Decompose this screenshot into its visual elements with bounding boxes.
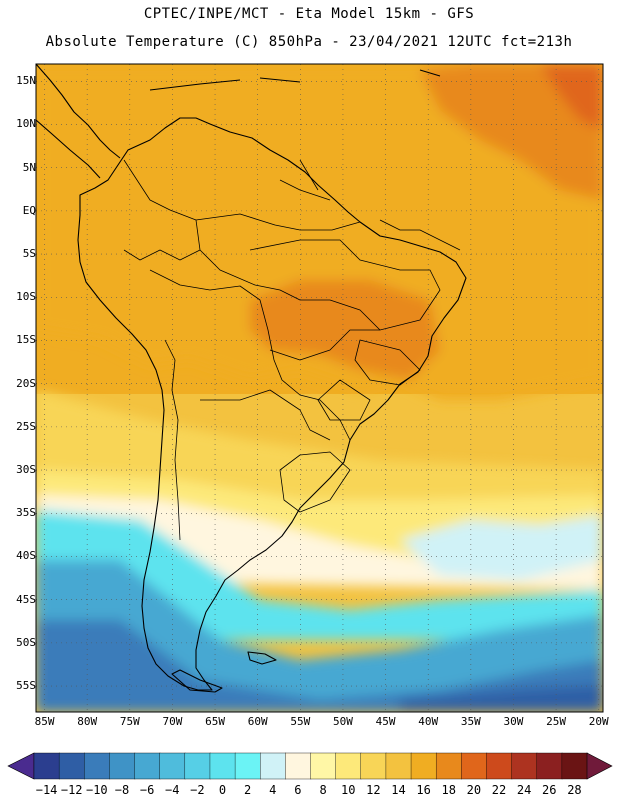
lat-tick-label: 20S bbox=[16, 376, 36, 390]
band-minus10c bbox=[36, 620, 603, 712]
lon-tick-label: 55W bbox=[290, 715, 311, 728]
lat-lon-grid bbox=[36, 64, 603, 712]
temperature-field bbox=[36, 64, 603, 712]
lon-tick-label: 20W bbox=[588, 715, 609, 728]
colorbar-swatch bbox=[511, 752, 538, 780]
colorbar-tick-label: 26 bbox=[542, 783, 557, 797]
lon-tick-label: 65W bbox=[205, 715, 225, 728]
lat-tick-label: 5S bbox=[22, 247, 36, 261]
band-18c-ne bbox=[420, 64, 603, 200]
colorbar-tick-label: 12 bbox=[366, 783, 381, 797]
lat-tick-label: EQ bbox=[22, 203, 36, 217]
colorbar-tick-label: 16 bbox=[416, 783, 431, 797]
band-18c-brazil bbox=[250, 280, 440, 380]
colorbar-tick-label: 14 bbox=[391, 783, 406, 797]
map-title-line2: Absolute Temperature (C) 850hPa - 23/04/… bbox=[45, 34, 573, 50]
colorbar-tick-label: 2 bbox=[244, 783, 252, 797]
colorbar-tick-label: 10 bbox=[340, 783, 356, 797]
caribbean-islands bbox=[149, 69, 441, 91]
colorbar-tick-label: 6 bbox=[294, 783, 302, 797]
colorbar-tick-label: −4 bbox=[165, 783, 180, 797]
map-title-line1: CPTEC/INPE/MCT - Eta Model 15km - GFS bbox=[143, 6, 475, 22]
colorbar-swatch bbox=[234, 752, 261, 780]
colorbar-swatch bbox=[360, 752, 387, 780]
colorbar-swatch bbox=[260, 752, 287, 780]
colorbar-swatch bbox=[109, 752, 136, 780]
lat-tick-label: 40S bbox=[16, 549, 36, 563]
colorbar-swatch bbox=[385, 752, 412, 780]
colorbar-swatch bbox=[310, 752, 337, 780]
colorbar-tick-label: −12 bbox=[60, 783, 83, 797]
lat-tick-label: 50S bbox=[16, 635, 36, 649]
colorbar-tick-label: −6 bbox=[139, 783, 155, 797]
colorbar-tick-label: 22 bbox=[491, 783, 507, 797]
band-20c-ne bbox=[540, 64, 603, 130]
lat-tick-label: 5N bbox=[22, 160, 36, 174]
colorbar-swatch bbox=[209, 752, 236, 780]
colorbar-swatch bbox=[33, 752, 60, 780]
lat-tick-label: 45S bbox=[16, 592, 36, 606]
lat-tick-label: 35S bbox=[16, 506, 36, 520]
colorbar-tick-label: 28 bbox=[567, 783, 582, 797]
falkland-islands bbox=[247, 651, 277, 665]
south-america-coast bbox=[77, 117, 467, 691]
lon-tick-label: 35W bbox=[460, 715, 481, 728]
colorbar-tick-label: −10 bbox=[85, 783, 108, 797]
colorbar-swatch bbox=[486, 752, 513, 780]
lat-tick-label: 30S bbox=[16, 463, 36, 477]
colorbar-tick-label: 0 bbox=[218, 783, 227, 797]
colorbar-swatch bbox=[461, 752, 488, 780]
lon-tick-label: 70W bbox=[162, 715, 183, 728]
central-america bbox=[36, 64, 121, 179]
colorbar-tick-label: 18 bbox=[441, 783, 456, 797]
plot-frame bbox=[35, 63, 604, 713]
lat-tick-label: 10N bbox=[16, 117, 36, 131]
colorbar-swatch bbox=[134, 752, 161, 780]
band-minus12c bbox=[400, 685, 603, 712]
lat-tick-label: 10S bbox=[16, 290, 36, 304]
tierra-del-fuego bbox=[171, 669, 223, 693]
colorbar-swatch bbox=[435, 752, 463, 780]
colorbar-tick-label: −8 bbox=[114, 783, 130, 797]
colorbar-swatch bbox=[536, 752, 563, 780]
colorbar-tick-label: 20 bbox=[466, 783, 482, 797]
colorbar-swatch bbox=[159, 752, 186, 780]
lon-tick-label: 80W bbox=[77, 715, 98, 728]
colorbar-swatch bbox=[58, 752, 85, 780]
colorbar-arrow-right bbox=[586, 752, 613, 780]
lon-tick-label: 85W bbox=[34, 715, 55, 728]
lon-tick-label: 30W bbox=[503, 715, 524, 728]
colorbar-swatch bbox=[561, 752, 588, 780]
coastline-borders bbox=[36, 64, 467, 693]
colorbar-swatch bbox=[335, 752, 362, 780]
colorbar-swatch bbox=[410, 752, 437, 780]
lon-tick-label: 45W bbox=[375, 715, 396, 728]
lat-tick-label: 15S bbox=[16, 333, 36, 347]
lon-tick-label: 75W bbox=[119, 715, 140, 728]
lon-tick-label: 50W bbox=[333, 715, 353, 728]
colorbar-swatch bbox=[285, 752, 312, 780]
colorbar-tick-label: 8 bbox=[319, 783, 327, 797]
lat-tick-label: 55S bbox=[16, 679, 36, 693]
band-4c bbox=[400, 515, 603, 580]
colorbar-tick-label: 4 bbox=[269, 783, 277, 797]
lat-tick-label: 15N bbox=[16, 74, 36, 88]
lat-tick-label: 25S bbox=[16, 419, 36, 433]
colorbar-tick-label: −2 bbox=[190, 783, 205, 797]
colorbar-tick-label: 24 bbox=[516, 783, 532, 797]
colorbar-arrow-left bbox=[7, 752, 35, 780]
colorbar-tick-label: −14 bbox=[35, 783, 58, 797]
band-16c-edge bbox=[36, 64, 603, 400]
colorbar-swatch bbox=[84, 752, 111, 780]
lon-tick-label: 60W bbox=[247, 715, 268, 728]
lon-tick-label: 40W bbox=[418, 715, 439, 728]
colorbar bbox=[7, 752, 613, 780]
country-borders bbox=[123, 159, 461, 541]
colorbar-swatch bbox=[184, 752, 211, 780]
lon-tick-label: 25W bbox=[546, 715, 567, 728]
